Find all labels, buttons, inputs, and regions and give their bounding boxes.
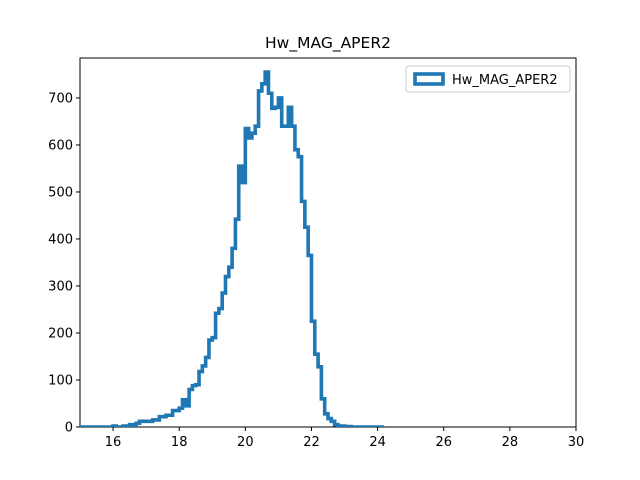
- y-tick-label: 0: [65, 421, 73, 436]
- x-tick-label: 26: [435, 435, 452, 450]
- x-tick-label: 20: [237, 435, 254, 450]
- legend-box: [405, 65, 571, 93]
- chart-title: Hw_MAG_APER2: [265, 34, 391, 53]
- y-tick-label: 700: [48, 91, 73, 106]
- x-tick-label: 18: [171, 435, 188, 450]
- x-tick-label: 24: [369, 435, 386, 450]
- legend-label: Hw_MAG_APER2: [452, 73, 558, 88]
- x-tick-label: 22: [303, 435, 320, 450]
- x-axis: 16 18 20 22 24 26 28 30: [105, 427, 584, 450]
- x-tick-label: 28: [502, 435, 519, 450]
- plot-frame: [79, 57, 577, 428]
- legend-swatch: [413, 72, 445, 86]
- y-tick-label: 600: [48, 138, 73, 153]
- histogram-step-line: [80, 70, 385, 427]
- y-tick-label: 100: [48, 373, 73, 388]
- y-axis: 0 100 200 300 400 500 600 700: [48, 91, 80, 436]
- x-tick-label: 30: [568, 435, 585, 450]
- x-tick-label: 16: [105, 435, 122, 450]
- series-layer: [80, 70, 385, 427]
- y-tick-label: 400: [48, 232, 73, 247]
- y-tick-label: 200: [48, 326, 73, 341]
- legend: Hw_MAG_APER2: [405, 65, 571, 93]
- y-tick-label: 500: [48, 185, 73, 200]
- y-tick-label: 300: [48, 279, 73, 294]
